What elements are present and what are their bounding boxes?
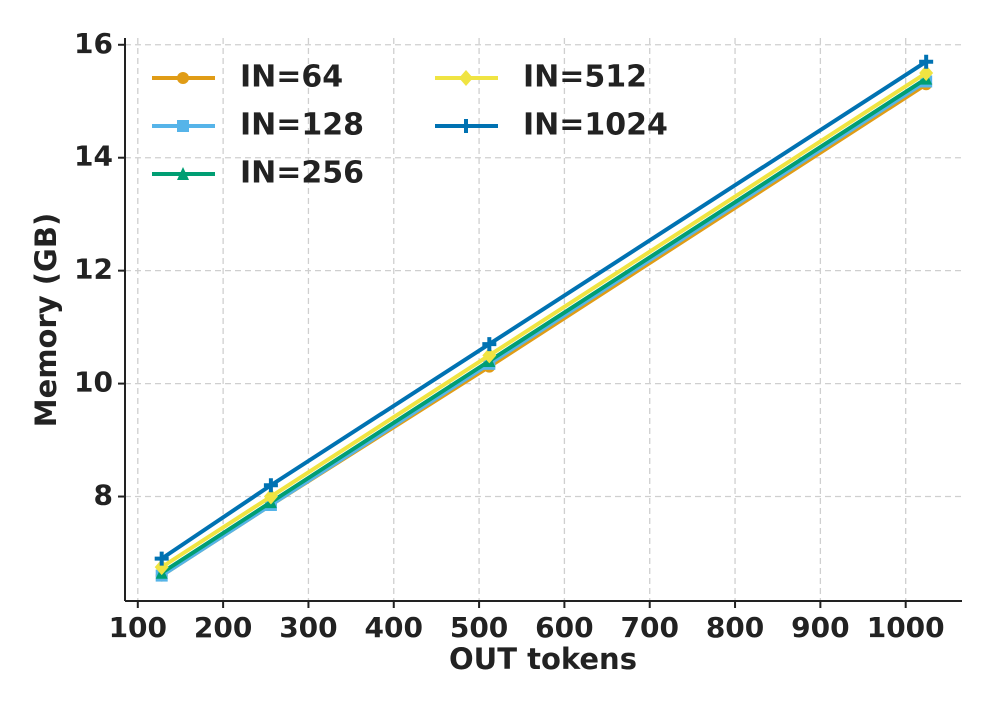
x-tick-label: 400 [365, 611, 423, 644]
x-tick-label: 700 [620, 611, 678, 644]
point [919, 54, 934, 69]
legend-marker [459, 70, 473, 86]
legend-label: IN=512 [523, 60, 647, 95]
legend-marker [177, 120, 189, 132]
y-axis-label: Memory (GB) [29, 213, 63, 427]
x-tick-label: 500 [450, 611, 508, 644]
point [919, 65, 934, 82]
x-tick-label: 300 [279, 611, 337, 644]
legend-marker [177, 72, 189, 84]
y-tick-label: 10 [74, 366, 113, 399]
x-tick-label: 600 [535, 611, 593, 644]
x-axis-label: OUT tokens [449, 642, 637, 676]
legend-label: IN=64 [240, 60, 343, 95]
point [154, 559, 169, 576]
x-tick-label: 100 [109, 611, 167, 644]
series-line [160, 79, 928, 578]
legend-label: IN=1024 [523, 108, 668, 143]
point [482, 347, 497, 364]
series-line [160, 60, 928, 561]
x-tick-label: 900 [791, 611, 849, 644]
x-tick-label: 200 [194, 611, 252, 644]
y-tick-label: 16 [74, 27, 113, 60]
x-tick-label: 1000 [867, 611, 945, 644]
point [263, 488, 278, 505]
y-tick-label: 12 [74, 253, 113, 286]
series-line [160, 76, 928, 575]
point [482, 337, 497, 352]
point [154, 551, 169, 566]
legend-label: IN=256 [240, 156, 364, 191]
y-tick-label: 14 [74, 140, 113, 173]
series-line [160, 71, 928, 569]
y-tick-label: 8 [94, 479, 113, 512]
legend-marker [459, 119, 473, 133]
x-tick-label: 800 [706, 611, 764, 644]
legend-label: IN=128 [240, 108, 364, 143]
legend-marker [177, 167, 189, 180]
point [263, 478, 278, 493]
